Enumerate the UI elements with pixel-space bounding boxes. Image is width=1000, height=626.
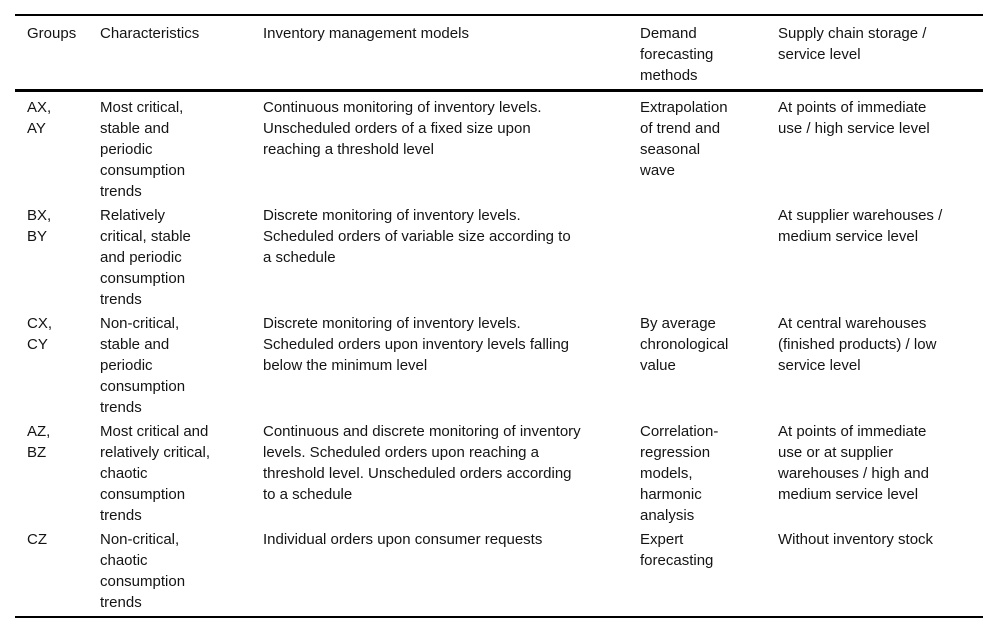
- inventory-classification-table: Groups Characteristics Inventory managem…: [15, 14, 983, 618]
- cell-forecasting-method: [640, 203, 778, 311]
- header-cell-groups: Groups: [15, 15, 100, 92]
- cell-group: CZ: [27, 531, 47, 548]
- table-row: BX, BY Relatively critical, stable and p…: [15, 203, 983, 311]
- cell-characteristics: Non-critical, stable and periodic consum…: [100, 315, 186, 416]
- cell-group: CX, CY: [27, 315, 53, 353]
- cell-group: BX, BY: [27, 207, 52, 245]
- cell-forecasting-method: By average chronological value: [640, 315, 729, 374]
- table-row: AX, AY Most critical, stable and periodi…: [15, 91, 983, 204]
- header-cell-forecasting-methods: Demand forecasting methods: [640, 15, 778, 92]
- cell-storage-service-level: At central warehouses (finished products…: [778, 315, 937, 374]
- table-row: AZ, BZ Most critical and relatively crit…: [15, 419, 983, 527]
- table-container: Groups Characteristics Inventory managem…: [15, 14, 983, 618]
- cell-inventory-model: Discrete monitoring of inventory levels.…: [263, 315, 570, 374]
- cell-storage-service-level: At points of immediate use / high servic…: [778, 99, 930, 137]
- header-cell-storage-service-level: Supply chain storage / service level: [778, 15, 983, 92]
- cell-forecasting-method: Correlation- regression models, harmonic…: [640, 423, 719, 524]
- cell-characteristics: Relatively critical, stable and periodic…: [100, 207, 191, 308]
- cell-inventory-model: Discrete monitoring of inventory levels.…: [263, 207, 571, 266]
- cell-group: AX, AY: [27, 99, 52, 137]
- cell-forecasting-method: Expert forecasting: [640, 531, 714, 569]
- table-row: CX, CY Non-critical, stable and periodic…: [15, 311, 983, 419]
- cell-storage-service-level: Without inventory stock: [778, 531, 934, 548]
- cell-characteristics: Most critical, stable and periodic consu…: [100, 99, 186, 200]
- cell-inventory-model: Individual orders upon consumer requests: [263, 531, 543, 548]
- cell-inventory-model: Continuous monitoring of inventory level…: [263, 99, 542, 158]
- header-cell-inventory-models: Inventory management models: [263, 15, 640, 92]
- table-row: CZ Non-critical, chaotic consumption tre…: [15, 527, 983, 617]
- cell-forecasting-method: Extrapolation of trend and seasonal wave: [640, 99, 728, 179]
- cell-inventory-model: Continuous and discrete monitoring of in…: [263, 423, 581, 503]
- table-header: Groups Characteristics Inventory managem…: [15, 15, 983, 92]
- table-body: AX, AY Most critical, stable and periodi…: [15, 91, 983, 618]
- cell-characteristics: Most critical and relatively critical, c…: [100, 423, 211, 524]
- cell-storage-service-level: At supplier warehouses / medium service …: [778, 207, 943, 245]
- header-cell-characteristics: Characteristics: [100, 15, 263, 92]
- header-row: Groups Characteristics Inventory managem…: [15, 15, 983, 92]
- cell-group: AZ, BZ: [27, 423, 51, 461]
- cell-characteristics: Non-critical, chaotic consumption trends: [100, 531, 186, 611]
- cell-storage-service-level: At points of immediate use or at supplie…: [778, 423, 929, 503]
